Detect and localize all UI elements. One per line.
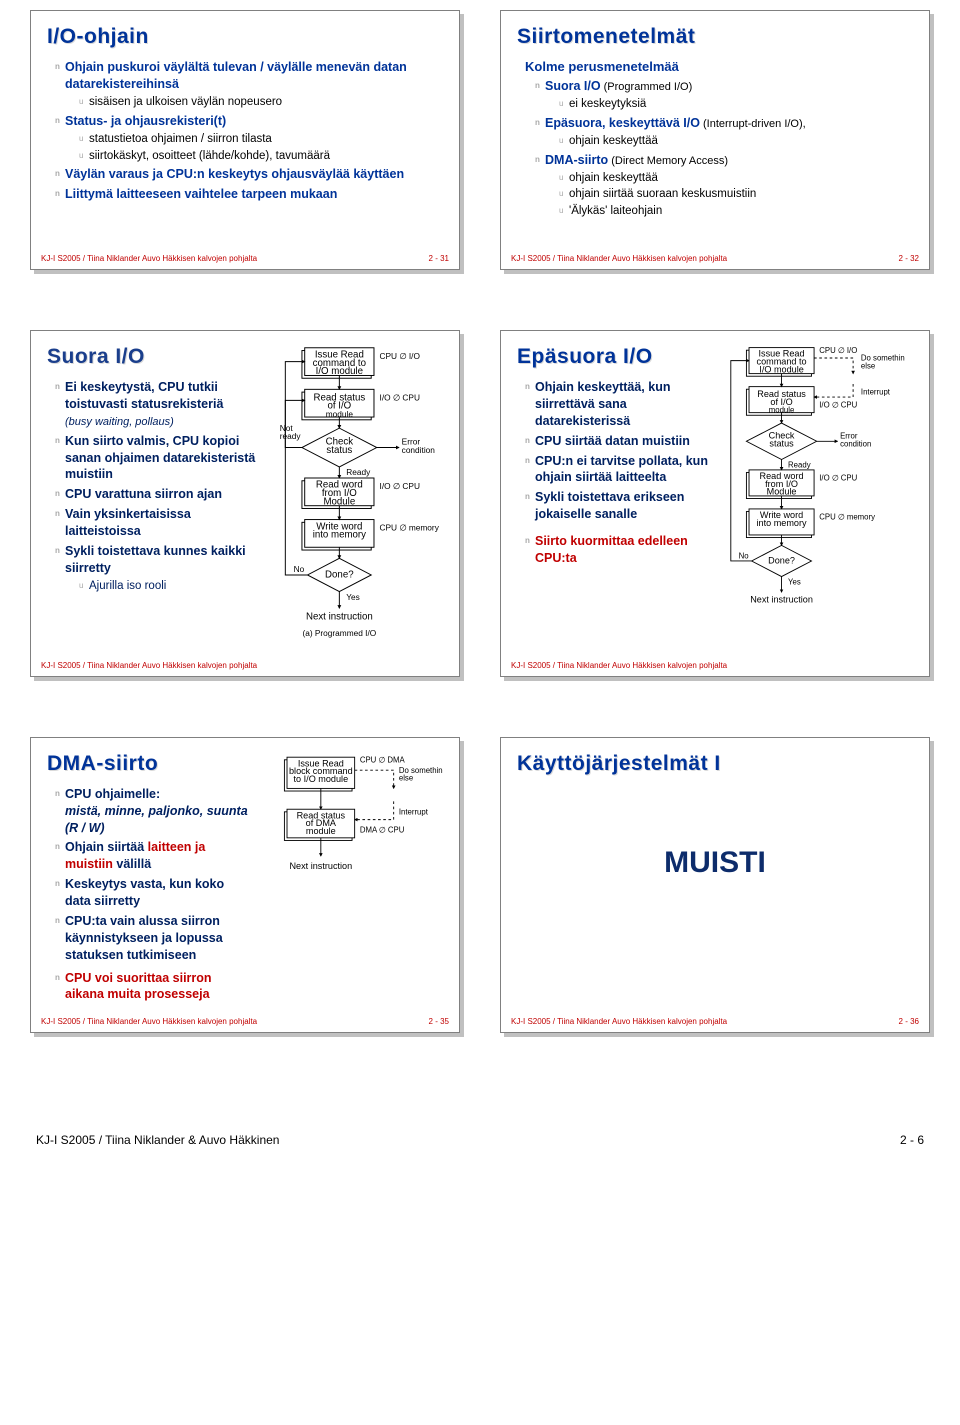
flowchart-dma: Issue Readblock commandto I/O module Rea… — [261, 752, 443, 908]
svg-text:I/O ∅ CPU: I/O ∅ CPU — [379, 481, 419, 491]
svg-text:else: else — [861, 361, 875, 370]
slide-footer: KJ-I S2005 / Tiina Niklander Auvo Häkkis… — [41, 254, 449, 263]
note-bullet: Siirto kuormittaa edelleen CPU:ta — [525, 533, 715, 567]
sub-bullet: 'Älykäs' laiteohjain — [559, 204, 913, 219]
svg-text:Done?: Done? — [325, 570, 354, 581]
svg-text:I/O module: I/O module — [315, 366, 362, 377]
svg-text:Next instruction: Next instruction — [306, 611, 373, 622]
svg-text:I/O ∅ CPU: I/O ∅ CPU — [819, 400, 857, 409]
slide-title: DMA-siirto — [47, 752, 253, 776]
svg-text:CPU ∅ DMA: CPU ∅ DMA — [360, 755, 406, 764]
svg-text:into memory: into memory — [757, 518, 807, 528]
svg-text:condition: condition — [840, 439, 871, 448]
svg-text:DMA ∅ CPU: DMA ∅ CPU — [360, 825, 405, 834]
svg-text:to I/O module: to I/O module — [293, 774, 348, 784]
slide-footer: KJ-I S2005 / Tiina Niklander Auvo Häkkis… — [41, 1017, 449, 1026]
svg-text:Interrupt: Interrupt — [399, 807, 429, 816]
slide-suora-io: Suora I/O Ei keskeytystä, CPU tutkii toi… — [30, 330, 460, 677]
svg-text:Ready: Ready — [346, 467, 371, 477]
svg-text:CPU ∅ I/O: CPU ∅ I/O — [819, 346, 857, 355]
slide-footer: KJ-I S2005 / Tiina Niklander Auvo Häkkis… — [511, 1017, 919, 1026]
sub-bullet: sisäisen ja ulkoisen väylän nopeusero — [79, 95, 443, 110]
bullet: DMA-siirto (Direct Memory Access) ohjain… — [535, 152, 913, 220]
bullet: Vain yksinkertaisissa laitteistoissa — [55, 506, 269, 540]
svg-text:I/O ∅ CPU: I/O ∅ CPU — [379, 392, 419, 402]
slide-footer: KJ-I S2005 / Tiina Niklander Auvo Häkkis… — [41, 661, 449, 670]
flowchart-programmed-io: Issue Readcommand toI/O module Read stat… — [277, 345, 443, 650]
svg-text:I/O module: I/O module — [759, 364, 803, 374]
subheading: Kolme perusmenetelmää — [525, 59, 913, 74]
sub-bullet: ohjain keskeyttää — [559, 171, 913, 186]
svg-text:Done?: Done? — [768, 556, 795, 566]
slide-epasuora-io: Epäsuora I/O Ohjain keskeyttää, kun siir… — [500, 330, 930, 677]
bullet: Väylän varaus ja CPU:n keskeytys ohjausv… — [55, 166, 443, 183]
svg-text:I/O ∅ CPU: I/O ∅ CPU — [819, 473, 857, 482]
svg-text:No: No — [739, 551, 750, 560]
slide-footer: KJ-I S2005 / Tiina Niklander Auvo Häkkis… — [511, 661, 919, 670]
slide-footer: KJ-I S2005 / Tiina Niklander Auvo Häkkis… — [511, 254, 919, 263]
page-footer-left: KJ-I S2005 / Tiina Niklander & Auvo Häkk… — [36, 1133, 279, 1147]
slide-dma-siirto: DMA-siirto CPU ohjaimelle:mistä, minne, … — [30, 737, 460, 1034]
sub-bullet: Ajurilla iso rooli — [79, 579, 269, 594]
bullet: Sykli toistettava erikseen jokaiselle sa… — [525, 489, 715, 523]
page-footer-right: 2 - 6 — [900, 1133, 924, 1147]
bullet: CPU varattuna siirron ajan — [55, 486, 269, 503]
svg-text:Next instruction: Next instruction — [289, 861, 352, 871]
slide-title: Epäsuora I/O — [517, 345, 715, 369]
svg-text:Yes: Yes — [788, 577, 801, 586]
svg-text:module: module — [306, 826, 336, 836]
svg-text:CPU ∅ memory: CPU ∅ memory — [379, 523, 439, 533]
note-bullet: CPU voi suorittaa siirron aikana muita p… — [55, 970, 253, 1004]
bullet: Status- ja ohjausrekisteri(t) statustiet… — [55, 113, 443, 164]
svg-text:into memory: into memory — [312, 530, 365, 541]
bullet: Ohjain puskuroi väylältä tulevan / väylä… — [55, 59, 443, 110]
svg-text:CPU ∅ memory: CPU ∅ memory — [819, 512, 875, 521]
bullet: CPU:n ei tarvitse pollata, kun ohjain si… — [525, 453, 715, 487]
sub-bullet: statustietoa ohjaimen / siirron tilasta — [79, 132, 443, 147]
bullet: CPU:ta vain alussa siirron käynnistyksee… — [55, 913, 253, 964]
svg-text:Module: Module — [323, 496, 355, 507]
bullet: Ohjain keskeyttää, kun siirrettävä sana … — [525, 379, 715, 430]
svg-text:No: No — [293, 564, 304, 574]
svg-text:Ready: Ready — [788, 460, 811, 469]
slide-siirtomenetelmat: Siirtomenetelmät Kolme perusmenetelmää S… — [500, 10, 930, 270]
center-label: MUISTI — [517, 846, 913, 880]
slide-title: Siirtomenetelmät — [517, 25, 913, 49]
svg-text:module: module — [325, 409, 353, 419]
slide-kayttojarjestelmat: Käyttöjärjestelmät I MUISTI KJ-I S2005 /… — [500, 737, 930, 1034]
sub-bullet: siirtokäskyt, osoitteet (lähde/kohde), t… — [79, 149, 443, 164]
svg-text:Next instruction: Next instruction — [750, 595, 813, 605]
svg-text:(a) Programmed I/O: (a) Programmed I/O — [302, 628, 376, 638]
bullet: CPU siirtää datan muistiin — [525, 433, 715, 450]
svg-text:Yes: Yes — [346, 592, 360, 602]
flowchart-interrupt-io: Issue Readcommand toI/O module Read stat… — [723, 345, 905, 631]
bullet: Keskeytys vasta, kun koko data siirretty — [55, 876, 253, 910]
sub-bullet: ohjain siirtää suoraan keskusmuistiin — [559, 187, 913, 202]
svg-text:Module: Module — [767, 487, 797, 497]
slide-title: Käyttöjärjestelmät I — [517, 752, 913, 776]
svg-text:module: module — [769, 406, 795, 415]
bullet: Ei keskeytystä, CPU tutkii toistuvasti s… — [55, 379, 269, 430]
bullet: Suora I/O (Programmed I/O) ei keskeytyks… — [535, 78, 913, 112]
slide-title: I/O-ohjain — [47, 25, 443, 49]
bullet: Sykli toistettava kunnes kaikki siirrett… — [55, 543, 269, 594]
bullet: Kun siirto valmis, CPU kopioi sanan ohja… — [55, 433, 269, 484]
page-footer: KJ-I S2005 / Tiina Niklander & Auvo Häkk… — [30, 1093, 930, 1157]
sub-bullet: ei keskeytyksiä — [559, 97, 913, 112]
bullet: Epäsuora, keskeyttävä I/O (Interrupt-dri… — [535, 115, 913, 149]
bullet: Ohjain siirtää laitteen ja muistiin väli… — [55, 839, 253, 873]
bullet: CPU ohjaimelle:mistä, minne, paljonko, s… — [55, 786, 253, 837]
bullet: Liittymä laitteeseen vaihtelee tarpeen m… — [55, 186, 443, 203]
svg-text:Interrupt: Interrupt — [861, 387, 891, 396]
slide-title: Suora I/O — [47, 345, 269, 369]
svg-text:CPU ∅ I/O: CPU ∅ I/O — [379, 351, 420, 361]
sub-bullet: ohjain keskeyttää — [559, 134, 913, 149]
svg-text:status: status — [326, 445, 352, 456]
svg-text:ready: ready — [280, 431, 302, 441]
svg-text:condition: condition — [401, 445, 435, 455]
svg-text:else: else — [399, 773, 413, 782]
slide-io-ohjain: I/O-ohjain Ohjain puskuroi väylältä tule… — [30, 10, 460, 270]
svg-text:status: status — [769, 438, 794, 448]
